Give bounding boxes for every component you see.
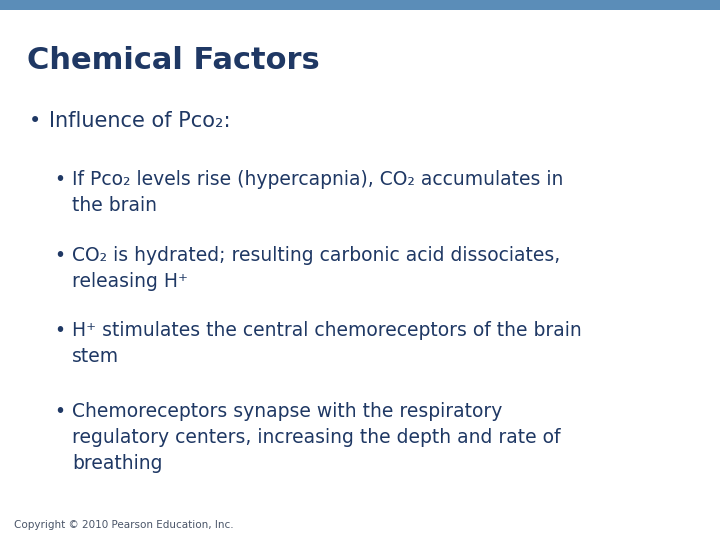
Text: •: • [54,170,65,189]
Text: •: • [29,111,41,131]
Text: •: • [54,246,65,265]
Text: stem: stem [72,347,119,366]
Text: breathing: breathing [72,454,163,473]
Text: releasing H⁺: releasing H⁺ [72,272,188,291]
Text: Chemoreceptors synapse with the respiratory: Chemoreceptors synapse with the respirat… [72,402,503,421]
Text: •: • [54,321,65,340]
Text: the brain: the brain [72,196,157,215]
Text: •: • [54,402,65,421]
Bar [0,0,720,10]
Text: Influence of Pco₂:: Influence of Pco₂: [49,111,230,131]
Text: regulatory centers, increasing the depth and rate of: regulatory centers, increasing the depth… [72,428,560,447]
Text: Copyright © 2010 Pearson Education, Inc.: Copyright © 2010 Pearson Education, Inc. [14,520,234,530]
Text: If Pco₂ levels rise (hypercapnia), CO₂ accumulates in: If Pco₂ levels rise (hypercapnia), CO₂ a… [72,170,563,189]
Text: H⁺ stimulates the central chemoreceptors of the brain: H⁺ stimulates the central chemoreceptors… [72,321,582,340]
Text: CO₂ is hydrated; resulting carbonic acid dissociates,: CO₂ is hydrated; resulting carbonic acid… [72,246,560,265]
Text: Chemical Factors: Chemical Factors [27,46,320,75]
